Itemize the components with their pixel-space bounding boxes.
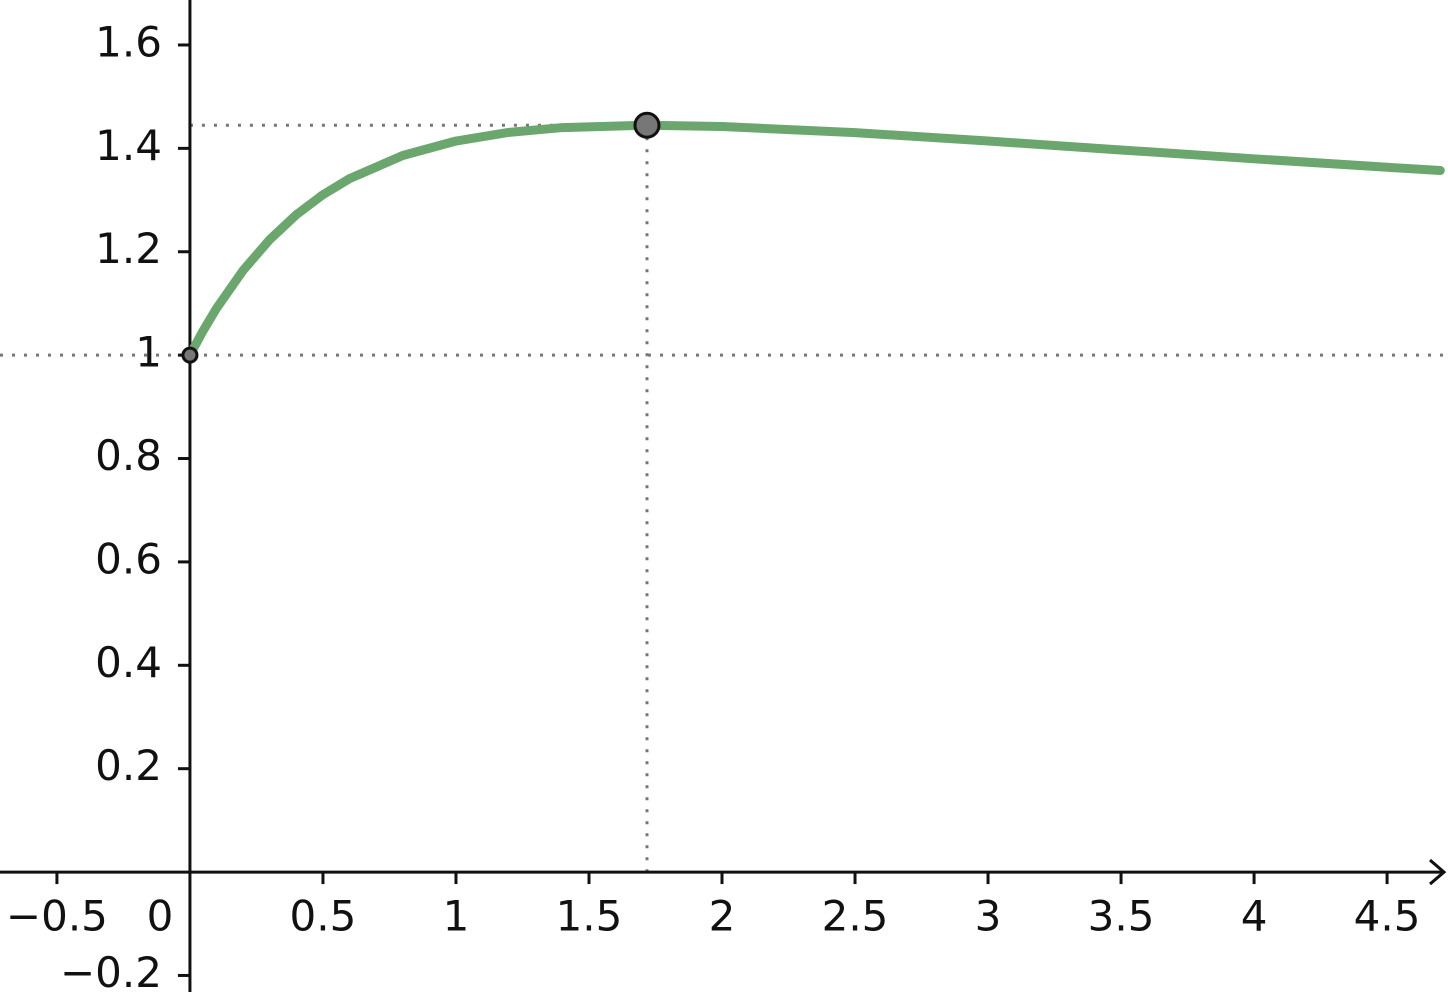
x-tick-label: −0.5 [6,892,108,941]
y-tick-label: 0.8 [95,431,162,480]
x-tick-label: 4 [1241,892,1268,941]
y-tick-label: 0.6 [95,534,162,583]
x-axis-arrow [1429,858,1447,886]
y-tick-label: 1 [135,328,162,377]
point [181,346,199,364]
x-tick-label: 2.5 [822,892,889,941]
y-tick-label: 1.2 [95,224,162,273]
y-tick-label: 1.6 [95,17,162,66]
x-tick-label: 3.5 [1088,892,1155,941]
y-tick-label: −0.2 [60,948,162,992]
x-tick-label: 3 [975,892,1002,941]
x-tick-label: 4.5 [1354,892,1421,941]
x-tick-label: 2 [709,892,736,941]
y-tick-label: 0.4 [95,638,162,687]
curve [185,120,1445,360]
point [633,111,661,139]
y-tick-label: 0.2 [95,741,162,790]
x-tick-label: 0 [147,892,174,941]
x-tick-label: 0.5 [290,892,357,941]
x-tick-label: 1 [443,892,470,941]
y-tick-label: 1.4 [95,121,162,170]
x-tick-label: 1.5 [556,892,623,941]
